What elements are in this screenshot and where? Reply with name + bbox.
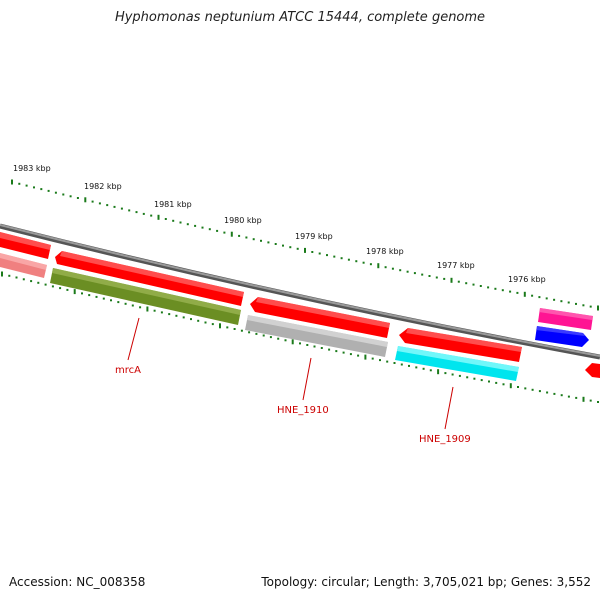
kbp-label-1980: 1980 kbp: [224, 216, 262, 225]
genome-title: Hyphomonas neptunium ATCC 15444, complet…: [114, 10, 486, 25]
inner-tick-track: [1, 271, 599, 403]
gene-label-HNE_1909[interactable]: HNE_1909: [419, 434, 471, 445]
outer-tick-track: [11, 179, 599, 311]
scale-labels: 1983 kbp 1982 kbp 1981 kbp 1980 kbp 1979…: [13, 164, 546, 284]
genome-summary: Topology: circular; Length: 3,705,021 bp…: [261, 575, 591, 589]
kbp-label-1976: 1976 kbp: [508, 275, 546, 284]
kbp-label-1977: 1977 kbp: [437, 261, 475, 270]
kbp-label-1982: 1982 kbp: [84, 182, 122, 191]
gene-label-leaders: [127, 317, 454, 430]
gene-label-mrcA[interactable]: mrcA: [115, 365, 141, 376]
kbp-label-1979: 1979 kbp: [295, 232, 333, 241]
kbp-label-1978: 1978 kbp: [366, 247, 404, 256]
reverse-strand-genes: [0, 253, 519, 381]
accession-label: Accession: NC_008358: [9, 575, 146, 589]
forward-strand-genes: [0, 232, 600, 378]
gene-label-HNE_1910[interactable]: HNE_1910: [277, 405, 329, 416]
kbp-label-1983: 1983 kbp: [13, 164, 51, 173]
gene-labels: mrcA HNE_1910 HNE_1909: [115, 365, 471, 445]
kbp-label-1981: 1981 kbp: [154, 200, 192, 209]
gene-forward-5[interactable]: [585, 363, 600, 378]
